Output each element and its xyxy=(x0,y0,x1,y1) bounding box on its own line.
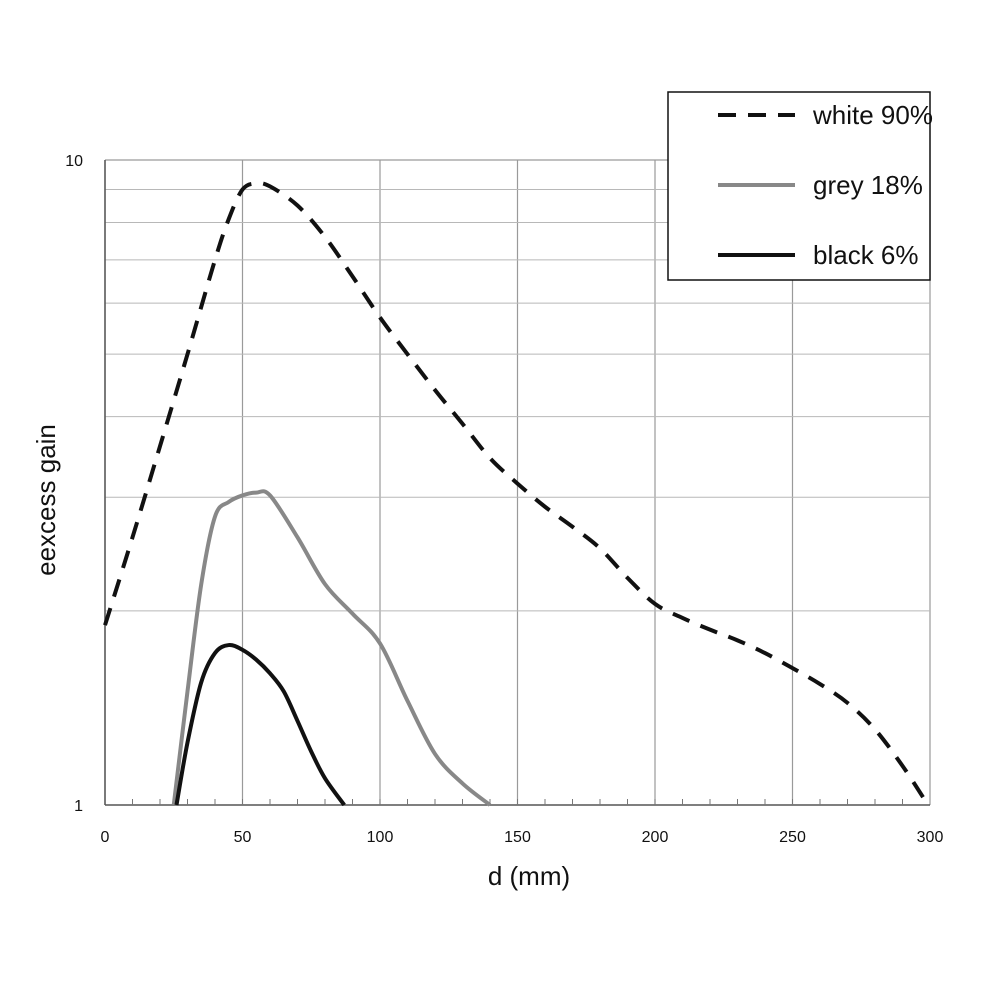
y-tick-label: 1 xyxy=(74,798,83,815)
x-axis-title: d (mm) xyxy=(488,861,570,891)
legend-label-black: black 6% xyxy=(813,240,919,270)
y-tick-label: 10 xyxy=(65,153,83,170)
x-tick-label: 300 xyxy=(917,829,944,846)
x-tick-label: 0 xyxy=(101,829,110,846)
legend: white 90% grey 18% black 6% xyxy=(667,91,933,281)
legend-label-white: white 90% xyxy=(812,100,933,130)
x-tick-label: 150 xyxy=(504,829,531,846)
legend-label-grey: grey 18% xyxy=(813,170,923,200)
x-tick-label: 250 xyxy=(779,829,806,846)
x-tick-label: 200 xyxy=(642,829,669,846)
series-line-black xyxy=(174,643,346,807)
series-line-grey xyxy=(171,489,492,807)
axes xyxy=(104,160,930,806)
y-axis-title: eexcess gain xyxy=(31,424,61,576)
x-tick-label: 100 xyxy=(367,829,394,846)
tick-labels: 0 50 100 150 200 250 300 1 10 xyxy=(65,153,943,846)
x-tick-label: 50 xyxy=(234,829,252,846)
series-layer xyxy=(103,181,927,807)
legend-box xyxy=(667,91,931,281)
series-line-white xyxy=(103,181,927,801)
